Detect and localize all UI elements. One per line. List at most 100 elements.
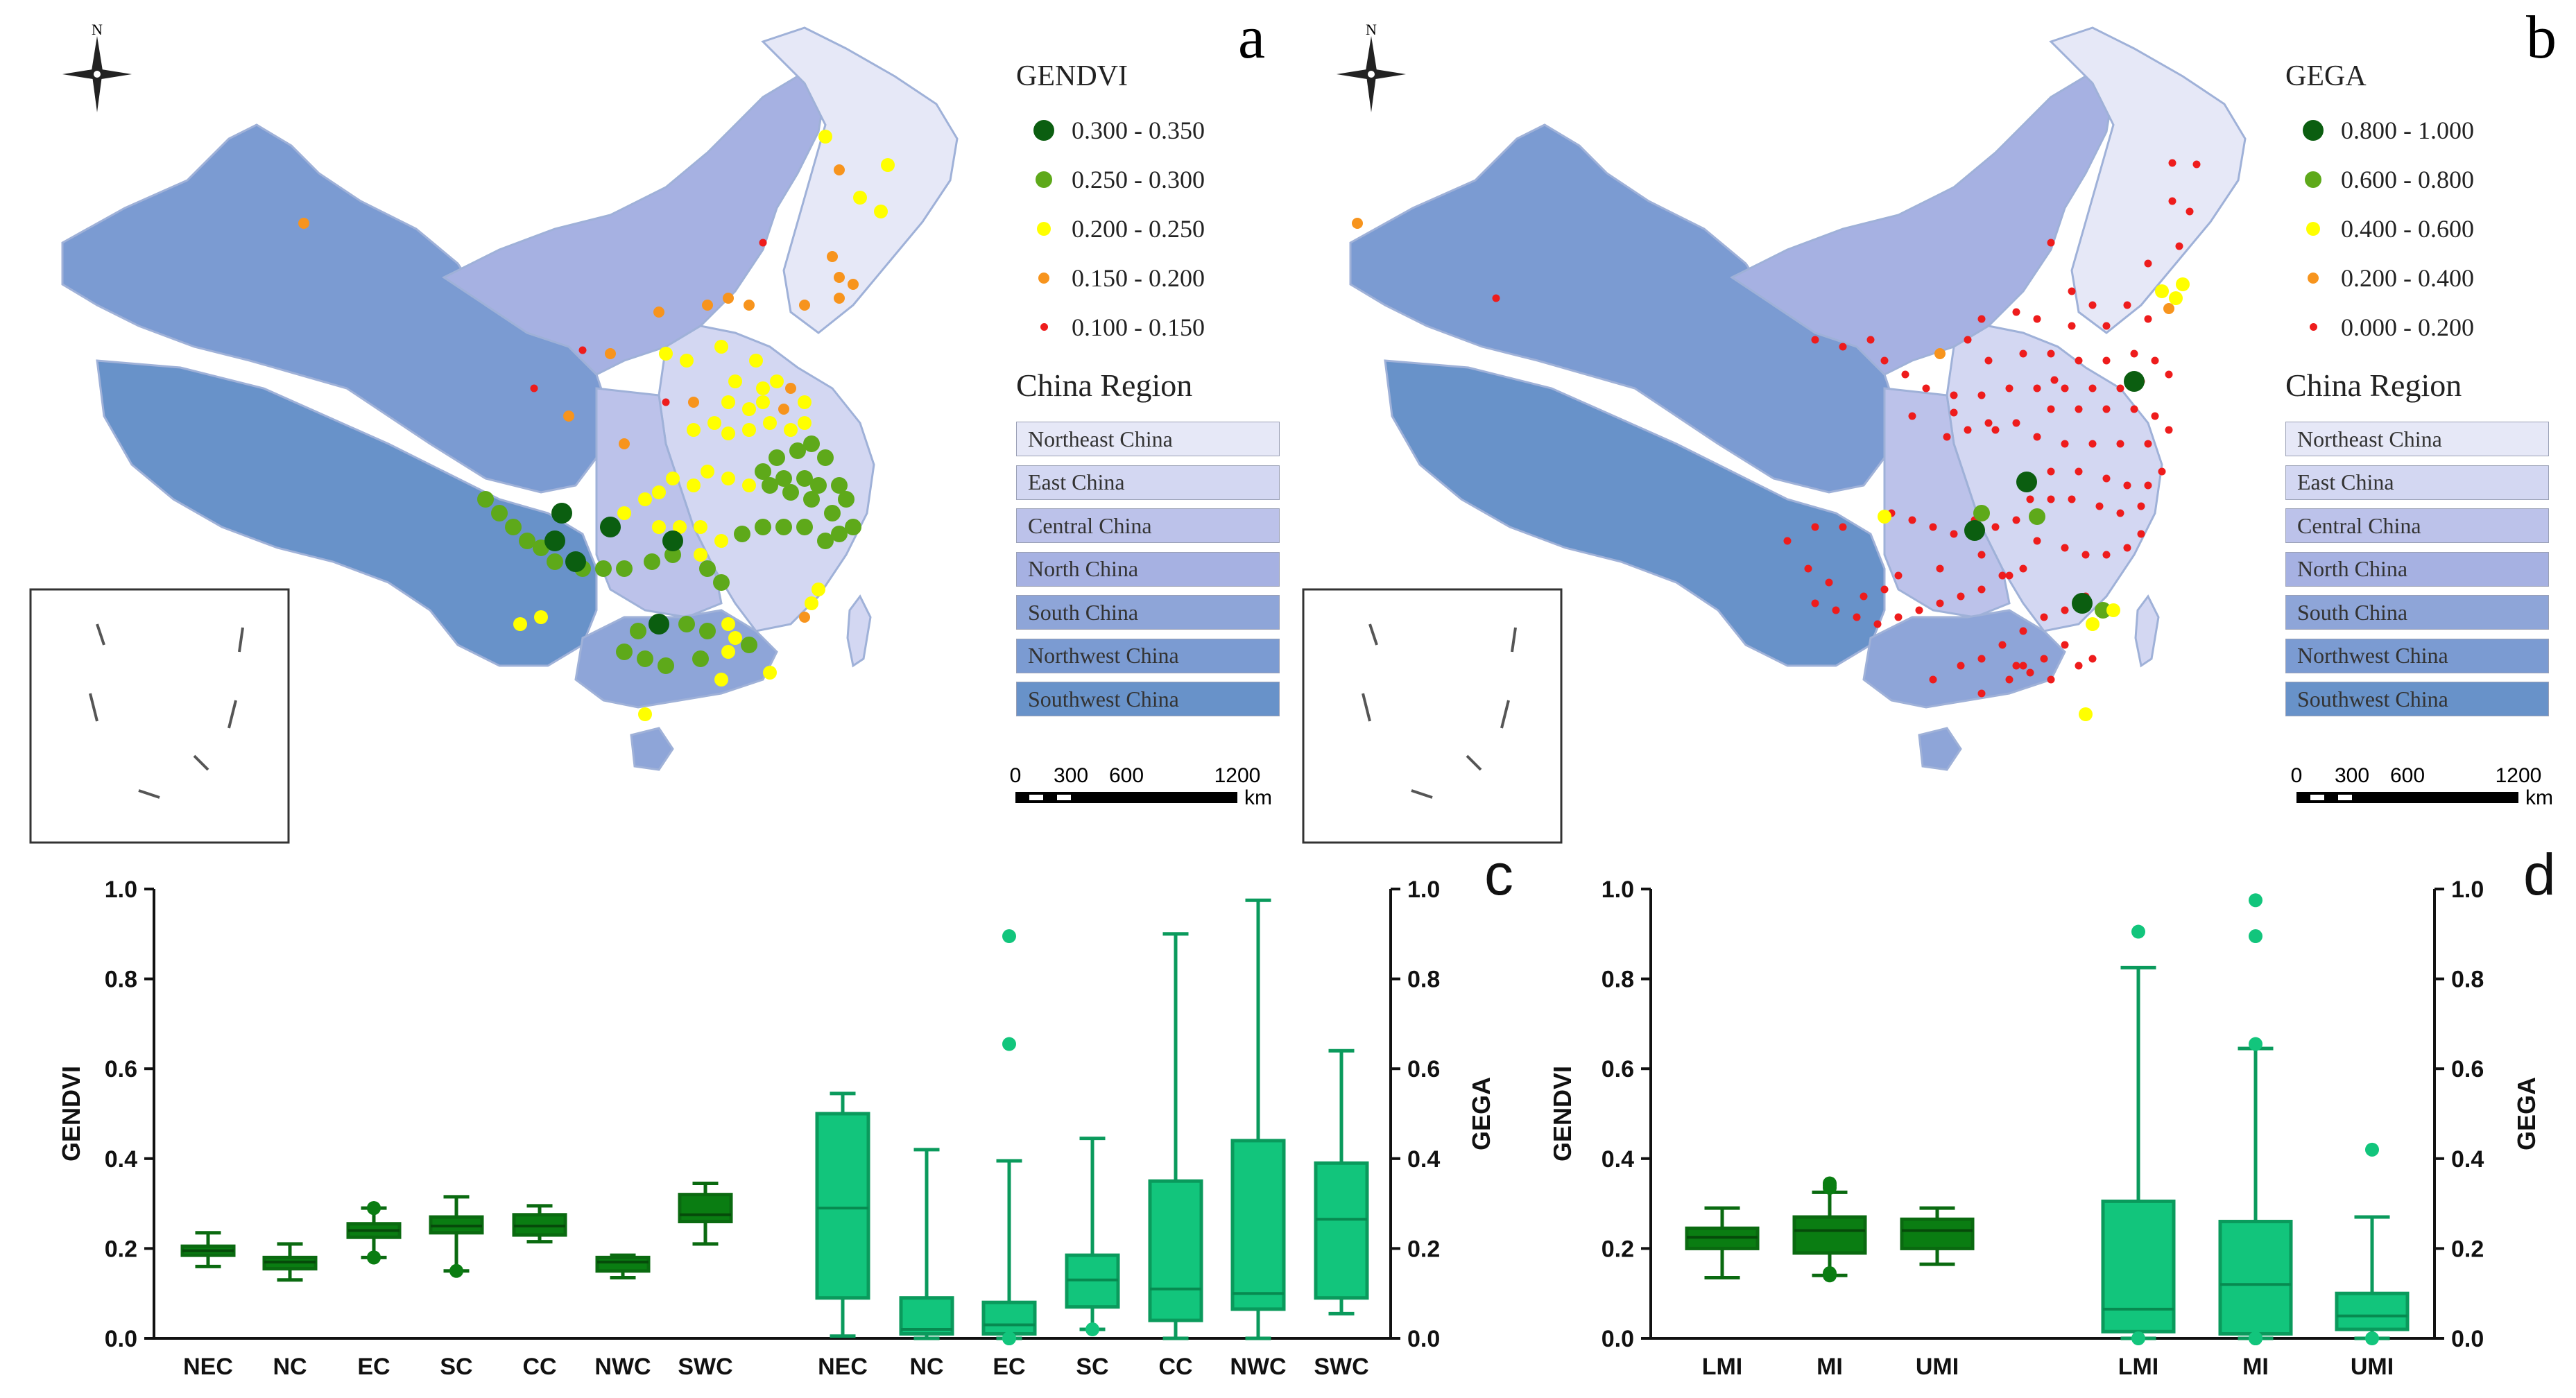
site-marker	[2075, 356, 2083, 365]
site-marker	[2102, 405, 2111, 413]
site-marker	[673, 520, 687, 534]
site-marker	[617, 506, 631, 520]
site-marker	[805, 596, 818, 610]
x-tick-label: LMI	[2118, 1354, 2159, 1380]
region-item: Northeast China	[2285, 417, 2549, 461]
site-marker	[768, 449, 785, 466]
site-marker	[2047, 675, 2055, 684]
site-marker	[2012, 516, 2020, 524]
region-south	[574, 609, 778, 709]
box-gendvi-ec	[346, 1201, 402, 1265]
site-marker	[644, 553, 660, 570]
site-marker	[2102, 356, 2111, 365]
scale-bar-b: 0 300 600 1200 km	[2287, 761, 2564, 817]
panel-label-a: a	[1238, 4, 1266, 71]
box-gega-nc	[899, 1148, 954, 1340]
site-marker	[2144, 481, 2152, 490]
region-label: Northeast China	[2297, 426, 2442, 451]
site-marker	[728, 631, 742, 645]
site-marker	[2012, 419, 2020, 427]
site-marker	[831, 477, 848, 494]
legend-item: 0.000 - 0.200	[2285, 302, 2549, 352]
site-marker	[2116, 384, 2124, 392]
legend-label: 0.600 - 0.800	[2341, 165, 2474, 193]
x-tick-label: MI	[2242, 1354, 2269, 1380]
y-tick-label-left: 0.6	[105, 1056, 137, 1082]
site-marker	[831, 526, 848, 542]
legend-item: 0.250 - 0.300	[1016, 155, 1280, 204]
region-label: Southwest China	[2297, 686, 2448, 711]
legend-label: 0.300 - 0.350	[1072, 116, 1205, 144]
y-tick-label-right: 0.2	[1407, 1236, 1440, 1262]
y-tick-label-right: 0.4	[2451, 1146, 2484, 1173]
site-marker	[1998, 571, 2007, 580]
site-marker	[298, 218, 309, 229]
site-marker	[2019, 627, 2027, 635]
region-southwest	[96, 359, 598, 667]
x-tick-label: NWC	[594, 1354, 651, 1380]
north-label: N	[92, 21, 103, 38]
site-marker	[2192, 160, 2201, 169]
site-marker	[2102, 474, 2111, 483]
box-gendvi-nwc	[595, 1253, 651, 1280]
site-marker	[680, 354, 694, 368]
site-marker	[2123, 301, 2131, 309]
site-marker	[1811, 599, 1819, 607]
region-swatch: Northeast China	[1016, 422, 1280, 457]
region-swatch: Northeast China	[2285, 422, 2549, 457]
box-gendvi-mi	[1792, 1176, 1867, 1283]
region-south	[1862, 609, 2066, 709]
site-marker	[2047, 405, 2055, 413]
site-marker	[2137, 530, 2145, 538]
site-marker	[1943, 433, 1951, 441]
site-marker	[2068, 322, 2076, 330]
box-gega-cc	[1148, 932, 1203, 1340]
site-marker	[544, 530, 565, 551]
region-item: South China	[2285, 591, 2549, 635]
boxplot-chart-d: 0.0 0.0 0.2 0.2 0.4 0.4 0.6 0.6 0.8 0.8 1.0 1.0 GEND…	[1554, 846, 2556, 1380]
site-marker	[2033, 315, 2041, 323]
y-tick-label-left: 0.4	[1602, 1146, 1634, 1173]
site-marker	[723, 293, 734, 304]
site-marker	[652, 520, 666, 534]
site-marker	[513, 617, 527, 631]
legend-label: 0.100 - 0.150	[1072, 313, 1205, 341]
legend-title: GENDVI	[1016, 60, 1128, 92]
site-marker	[778, 404, 789, 415]
site-marker	[2047, 467, 2055, 476]
site-marker	[1950, 530, 1958, 538]
site-marker	[1977, 585, 1986, 594]
legend-item: 0.150 - 0.200	[1016, 253, 1280, 302]
box-gega-sc	[1065, 1137, 1120, 1337]
inset-dash	[1362, 623, 1517, 799]
site-marker	[848, 279, 859, 290]
x-tick-label: NC	[273, 1354, 307, 1380]
site-marker	[664, 546, 681, 563]
site-marker	[775, 519, 792, 535]
region-item: Northwest China	[1016, 635, 1280, 678]
scale-tick-label: 300	[1054, 764, 1088, 787]
legend-item: 0.200 - 0.400	[2285, 253, 2549, 302]
y-tick-label-left: 1.0	[1602, 877, 1634, 903]
site-marker	[1922, 384, 1930, 392]
site-marker	[759, 239, 767, 247]
site-marker	[699, 623, 716, 639]
site-marker	[2061, 384, 2069, 392]
y-tick-label-left: 0.0	[105, 1326, 137, 1352]
scale-bar-segment	[1029, 795, 1043, 800]
site-marker	[1860, 592, 1868, 601]
site-marker	[721, 645, 735, 659]
site-marker	[741, 637, 757, 653]
outlier-point	[2365, 1142, 2379, 1157]
site-marker	[2155, 284, 2169, 298]
site-marker	[530, 384, 538, 392]
site-marker	[749, 354, 763, 368]
outlier-point	[1823, 1266, 1837, 1281]
site-marker	[595, 560, 612, 577]
site-marker	[812, 582, 825, 596]
inset-map	[1302, 588, 1563, 844]
legend-a: GENDVI 0.300 - 0.350 0.250 - 0.300 0.200 -…	[1016, 60, 1280, 721]
site-marker	[2163, 303, 2174, 314]
site-marker	[692, 650, 709, 667]
